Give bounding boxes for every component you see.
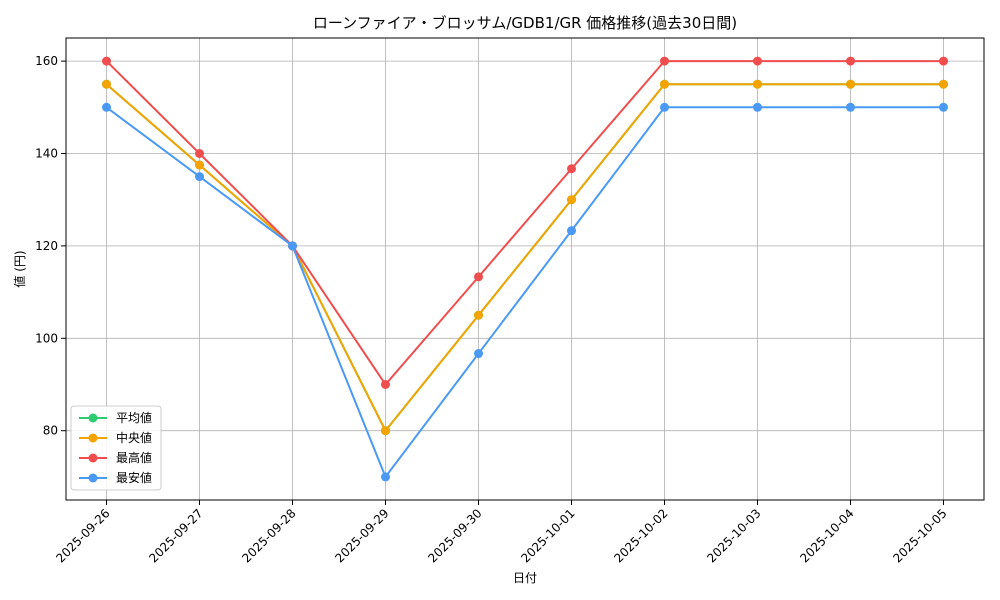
legend-swatch-marker (88, 473, 98, 483)
grid-layer (66, 38, 984, 500)
legend-item: 平均値 (79, 410, 152, 425)
chart-title: ローンファイア・ブロッサム/GDB1/GR 価格推移(過去30日間) (313, 14, 737, 32)
data-point (939, 102, 948, 112)
x-tick-label: 2025-09-29 (332, 506, 391, 565)
legend-label: 中央値 (116, 430, 152, 445)
data-point (474, 310, 483, 320)
legend-swatch-marker (88, 453, 98, 463)
y-tick-label: 160 (35, 54, 58, 68)
legend-label: 最安値 (116, 470, 152, 485)
plot-frame (65, 37, 985, 501)
data-point (102, 56, 111, 66)
data-point (660, 102, 669, 112)
legend-item: 最高値 (79, 450, 152, 465)
series-line (105, 106, 944, 479)
data-point (660, 56, 669, 66)
legend-item: 最安値 (79, 470, 152, 485)
x-axis-label: 日付 (513, 571, 537, 585)
data-point (381, 472, 390, 482)
data-point (195, 149, 204, 158)
data-point (381, 426, 390, 436)
data-point (567, 226, 576, 236)
y-tick-label: 120 (35, 239, 58, 253)
x-tick-label: 2025-10-01 (518, 506, 577, 565)
data-point (846, 102, 855, 112)
series-1 (102, 79, 948, 436)
x-tick-label: 2025-09-28 (239, 506, 298, 565)
series-line (105, 83, 944, 433)
legend-label: 平均値 (116, 410, 152, 425)
legend-swatch-marker (88, 413, 98, 423)
data-point (753, 79, 762, 89)
data-point (846, 79, 855, 89)
series-layer (102, 56, 948, 482)
x-tick-label: 2025-10-02 (611, 506, 670, 565)
data-point (846, 56, 855, 66)
y-tick-label: 100 (35, 331, 58, 345)
data-point (474, 272, 483, 282)
data-point (195, 172, 204, 182)
x-tick-label: 2025-09-26 (53, 506, 112, 565)
data-point (753, 56, 762, 66)
x-tick-label: 2025-09-30 (425, 506, 484, 565)
data-point (195, 160, 204, 170)
y-tick-label: 80 (43, 424, 58, 438)
x-tick-label: 2025-09-27 (146, 506, 205, 565)
legend-box (70, 405, 162, 491)
data-point (102, 102, 111, 112)
legend-label: 最高値 (116, 450, 152, 465)
data-point (288, 241, 297, 251)
series-2 (102, 56, 948, 389)
data-point (567, 164, 576, 174)
data-point (939, 56, 948, 66)
x-tick-label: 2025-10-04 (797, 506, 856, 565)
data-point (753, 102, 762, 112)
data-point (474, 349, 483, 359)
y-tick-label: 140 (35, 147, 58, 161)
legend-item: 中央値 (79, 430, 152, 445)
y-axis-label: 値 (円) (12, 250, 27, 287)
x-tick-label: 2025-10-05 (890, 506, 949, 565)
series-line (105, 60, 944, 387)
data-point (381, 380, 390, 389)
data-point (102, 79, 111, 89)
legend-swatch-marker (88, 433, 98, 443)
x-tick-label: 2025-10-03 (704, 506, 763, 565)
data-point (939, 79, 948, 89)
axes-layer: 2025-09-26 2025-09-27 2025-09-28 2025-09-29… (35, 54, 950, 565)
series-3 (102, 102, 948, 482)
data-point (567, 195, 576, 205)
data-point (660, 79, 669, 89)
